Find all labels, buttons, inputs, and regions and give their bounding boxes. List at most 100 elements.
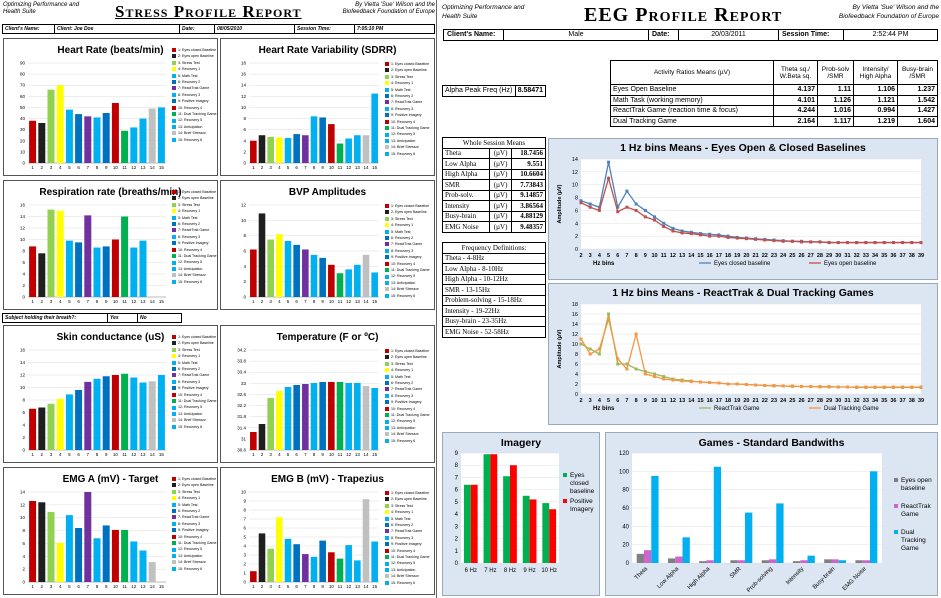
- eeg-date-field[interactable]: 20/03/2011: [679, 30, 779, 40]
- legend-item: 3: Stress Test: [385, 503, 429, 509]
- x-tick-label: 6: [295, 452, 298, 457]
- legend-swatch: [172, 521, 176, 526]
- legend-item: 1: Eyes closed Baseline: [385, 490, 429, 496]
- x-tick-label: 28: [817, 398, 823, 404]
- bar: [730, 560, 738, 563]
- legend-label: Positive Imagery: [570, 498, 594, 513]
- eeg-session-time-field[interactable]: 2:52:44 PM: [872, 31, 909, 38]
- unit-label: (µV): [488, 200, 513, 212]
- y-tick-label: 40: [622, 524, 629, 530]
- games-line-title: 1 Hz bins Means - ReactTrak & Dual Track…: [612, 287, 874, 299]
- freq-def-text: Theta - 4-8Hz: [442, 252, 546, 264]
- client-name-field[interactable]: Client: Joe Doe: [55, 25, 180, 33]
- data-point: [781, 239, 785, 243]
- whole-session-row: Low Alpha (µV) 9.551: [442, 158, 546, 170]
- x-tick-label: 12: [131, 452, 137, 457]
- legend-label: 11: Dual Tracking Game: [391, 413, 430, 418]
- bar: [75, 390, 83, 450]
- y-tick-label: 6: [22, 541, 25, 546]
- x-tick-label: 3: [50, 165, 53, 170]
- data-point: [717, 234, 721, 238]
- eeg-client-name-field[interactable]: Male: [504, 30, 649, 40]
- legend-item: 5: Math Test: [172, 73, 216, 79]
- whole-session-row: Prob-solv. (µV) 9.14857: [442, 189, 546, 201]
- legend-item: 11: Dual Tracking Game: [172, 398, 216, 404]
- legend-swatch: [172, 118, 176, 123]
- bar: [371, 388, 378, 450]
- data-point: [616, 205, 620, 209]
- bar: [93, 247, 101, 297]
- legend-swatch: [385, 374, 389, 379]
- x-tick-label: 5: [68, 584, 71, 589]
- legend-item: 2: Eyes open Baseline: [385, 209, 429, 215]
- breath-no-option[interactable]: No: [140, 315, 147, 321]
- band-label: Prob-solv.: [442, 189, 490, 201]
- legend-label: 6: Recovery 2: [391, 381, 414, 386]
- bar: [267, 136, 274, 163]
- band-value: 3.86564: [511, 200, 546, 212]
- legend-item: 3: Stress Test: [172, 202, 216, 208]
- legend-item: 10: Recovery 4: [172, 392, 216, 398]
- x-tick-label: 30: [835, 253, 841, 259]
- freq-defs-title: Frequency Definitions:: [442, 242, 546, 254]
- date-field[interactable]: 08/05/2010: [215, 25, 295, 33]
- x-tick-label: 13: [140, 165, 146, 170]
- bar: [636, 553, 644, 563]
- x-tick-label: 12: [346, 299, 352, 304]
- legend-label: 5: Math Test: [391, 229, 411, 234]
- stress-chart-legend: 1: Eyes closed Baseline 2: Eyes open Base…: [385, 490, 429, 586]
- y-tick-label: 7: [243, 517, 246, 522]
- bar: [302, 135, 309, 163]
- data-point: [643, 372, 647, 376]
- legend-item: 13: Anticipation: [385, 280, 429, 286]
- data-point: [726, 382, 730, 386]
- bar: [93, 117, 101, 163]
- freq-def-text: Busy-brain - 23-35Hz: [442, 315, 546, 327]
- y-tick-label: 1: [243, 571, 246, 576]
- x-tick-label: 11: [338, 299, 343, 304]
- x-tick-label: 5: [68, 452, 71, 457]
- legend-item: 3: Stress Test: [385, 216, 429, 222]
- legend-swatch: [894, 530, 898, 534]
- x-tick-label: 2: [261, 165, 264, 170]
- bar: [682, 537, 690, 563]
- legend-label: 5: Math Test: [178, 73, 198, 78]
- bar: [276, 517, 283, 582]
- x-tick-label: Prob-solving: [746, 566, 774, 594]
- band-label: Busy-brain: [442, 210, 490, 222]
- bar: [503, 476, 510, 563]
- y-tick-label: 0: [575, 247, 578, 253]
- bar: [139, 550, 147, 582]
- legend-swatch: [172, 266, 176, 271]
- legend-label: 5: Math Test: [178, 360, 198, 365]
- legend-swatch: [172, 137, 176, 142]
- legend-swatch: [385, 68, 389, 73]
- session-time-field[interactable]: 7:05:10 PM: [357, 26, 384, 32]
- legend-label: 13: Anticipation: [391, 138, 416, 143]
- y-tick-label: 3: [243, 553, 246, 558]
- legend-swatch: [385, 151, 389, 156]
- data-point: [763, 384, 767, 387]
- legend-swatch: [385, 432, 389, 437]
- y-tick-label: 14: [20, 214, 26, 219]
- breath-yes-option[interactable]: Yes: [108, 314, 138, 322]
- data-point: [873, 385, 877, 389]
- legend-item: 1: Eyes closed Baseline: [385, 203, 429, 209]
- data-point: [919, 385, 923, 389]
- legend-label: 6: Recovery 2: [178, 222, 201, 227]
- data-point: [772, 384, 776, 387]
- ratios-value: 1.604: [897, 115, 938, 127]
- legend-swatch: [385, 542, 389, 547]
- x-tick-label: 8: [313, 584, 316, 589]
- x-tick-label: 11: [122, 452, 127, 457]
- legend-item: 8: Recovery 3: [385, 535, 429, 541]
- legend-label: 15: Recovery 6: [391, 438, 416, 443]
- legend-swatch: [172, 228, 176, 233]
- x-tick-label: 10: [329, 165, 335, 170]
- legend-swatch: [172, 92, 176, 97]
- legend-item: 2: Eyes open Baseline: [172, 482, 216, 488]
- imagery-bar-chart: 0 1 2 3 4 5 6 7 8 9 6 Hz 7 Hz 8 Hz 9 Hz 10 Hz Eyes close…: [455, 451, 595, 574]
- x-tick-label: 6: [616, 398, 619, 404]
- bar: [102, 376, 110, 450]
- bar: [130, 541, 138, 582]
